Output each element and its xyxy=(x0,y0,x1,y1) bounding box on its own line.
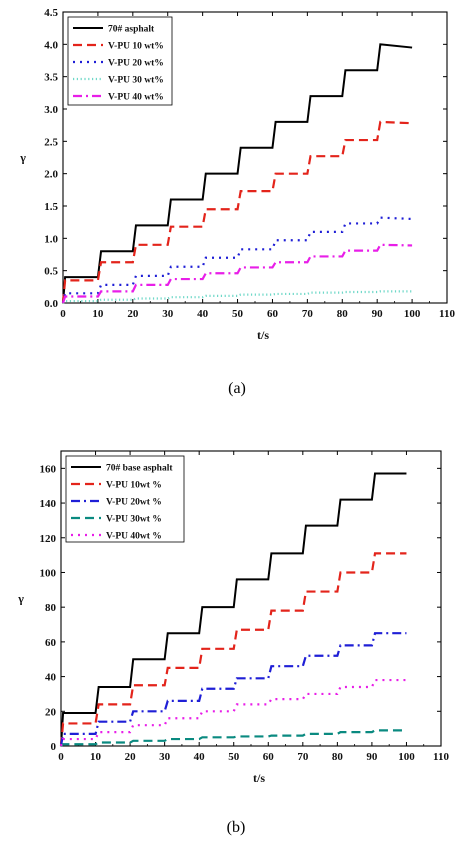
y-tick-label: 120 xyxy=(40,533,57,545)
legend-entry-label: V-PU 30 wt% xyxy=(108,76,164,86)
y-tick-label: 0 xyxy=(51,741,57,753)
y-tick-label: 3.0 xyxy=(44,104,58,116)
x-tick-label: 50 xyxy=(232,308,244,320)
series-line xyxy=(61,243,413,304)
x-tick-label: 80 xyxy=(332,751,344,763)
y-tick-label: 100 xyxy=(40,567,57,579)
series-line xyxy=(62,290,413,304)
series-line xyxy=(59,552,407,747)
y-tick-label: 140 xyxy=(40,498,57,510)
y-tick-label: 4.0 xyxy=(44,39,58,51)
y-axis-label: γ xyxy=(19,151,26,165)
chart-panel-a: 0 10 20 30 40 50 60 70 80 90 100 110 0.0 0.5 1.0 1.5 2.0… xyxy=(19,7,455,397)
legend-entry-label: V-PU 20wt % xyxy=(106,498,162,508)
series-line xyxy=(62,43,413,304)
legend-entry-label: V-PU 10wt % xyxy=(106,481,162,491)
x-tick-label: 70 xyxy=(302,308,314,320)
x-tick-label: 60 xyxy=(267,308,279,320)
series-line xyxy=(60,729,407,747)
x-tick-label: 110 xyxy=(433,751,449,763)
x-tick-label: 100 xyxy=(404,308,421,320)
x-tick-label: 10 xyxy=(92,308,104,320)
x-tick-label: 10 xyxy=(90,751,102,763)
x-tick-label: 90 xyxy=(366,751,378,763)
y-tick-label: 160 xyxy=(40,463,57,475)
x-tick-label: 0 xyxy=(60,308,66,320)
legend-entry-label: 70# asphalt xyxy=(108,25,155,35)
legend-entry-label: V-PU 20 wt% xyxy=(108,59,164,69)
x-tick-label: 40 xyxy=(194,751,206,763)
y-tick-label: 2.0 xyxy=(44,169,58,181)
x-tick-label: 30 xyxy=(162,308,174,320)
legend-entry-label: V-PU 40 wt% xyxy=(108,93,164,103)
y-tick-label: 4.5 xyxy=(44,7,58,19)
legend-entry-label: V-PU 10 wt% xyxy=(108,42,164,52)
x-tick-label: 70 xyxy=(297,751,309,763)
legend-entry-label: 70# base asphalt xyxy=(106,464,173,474)
panel-caption: (b) xyxy=(227,819,246,836)
y-tick-label: 80 xyxy=(45,602,57,614)
x-tick-label: 0 xyxy=(58,751,64,763)
x-tick-label: 60 xyxy=(263,751,275,763)
series-line xyxy=(59,632,407,747)
x-tick-label: 20 xyxy=(125,751,137,763)
x-tick-label: 50 xyxy=(228,751,240,763)
y-tick-label: 0.0 xyxy=(44,298,58,310)
legend-entry-label: V-PU 30wt % xyxy=(106,515,162,525)
y-tick-label: 60 xyxy=(45,637,57,649)
series-line xyxy=(59,678,407,747)
chart-panel-b: 0 10 20 30 40 50 60 70 80 90 100 110 0 20 40 60 80 100 120… xyxy=(17,450,449,836)
legend-entry-label: V-PU 40wt % xyxy=(106,532,162,542)
x-axis-label: t/s xyxy=(253,771,265,785)
series-line xyxy=(61,120,413,304)
x-tick-label: 100 xyxy=(398,751,415,763)
y-tick-label: 1.5 xyxy=(44,201,58,213)
x-tick-label: 90 xyxy=(372,308,384,320)
y-tick-label: 1.0 xyxy=(44,233,58,245)
x-tick-label: 40 xyxy=(197,308,209,320)
y-tick-label: 40 xyxy=(45,672,57,684)
x-tick-label: 20 xyxy=(127,308,139,320)
x-tick-label: 110 xyxy=(439,308,455,320)
x-axis-label: t/s xyxy=(257,328,269,342)
legend-box xyxy=(67,16,173,106)
legend-box xyxy=(65,455,185,543)
panel-caption: (a) xyxy=(228,380,246,397)
y-tick-label: 3.5 xyxy=(44,72,58,84)
x-tick-label: 30 xyxy=(159,751,171,763)
y-tick-label: 0.5 xyxy=(44,266,58,278)
x-tick-label: 80 xyxy=(337,308,349,320)
y-axis-label: γ xyxy=(17,592,24,606)
series-line xyxy=(61,216,413,304)
y-tick-label: 20 xyxy=(45,706,57,718)
series-line xyxy=(60,472,407,747)
y-tick-label: 2.5 xyxy=(44,136,58,148)
